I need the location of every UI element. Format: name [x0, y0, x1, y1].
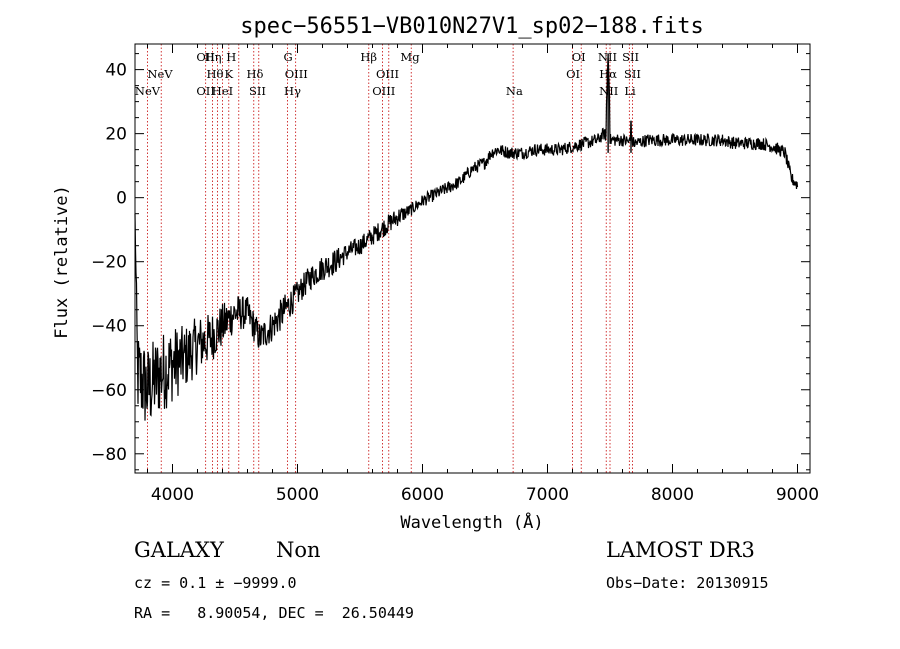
x-tick-label: 4000: [151, 485, 194, 505]
y-tick-label: −20: [91, 253, 127, 273]
spectral-line-label: OI: [566, 67, 580, 81]
object-subclass: Non: [276, 538, 321, 562]
obs-date: Obs−Date: 20130915: [606, 574, 769, 592]
spectral-line-label: OII: [196, 50, 215, 64]
chart-title: spec−56551−VB010N27V1_sp02−188.fits: [240, 14, 704, 39]
spectral-line-label: OIII: [376, 67, 399, 81]
x-tick-label: 8000: [651, 485, 694, 505]
spectral-line-label: NeV: [135, 84, 161, 98]
spectral-line-label: Hγ: [284, 84, 301, 98]
spectral-line-label: Na: [506, 84, 523, 98]
plot-frame: [134, 43, 811, 474]
x-axis-label: Wavelength (Å): [400, 511, 543, 533]
y-tick-label: −80: [91, 445, 127, 465]
spectral-line-label: G: [284, 50, 293, 64]
y-tick-label: 20: [105, 125, 127, 145]
spectral-line-label: OI: [572, 50, 586, 64]
coordinates: RA = 8.90054, DEC = 26.50449: [134, 604, 414, 622]
spectral-line-label: OIII: [285, 67, 308, 81]
spectral-line-label: NeV: [147, 67, 173, 81]
spectrum-line: [134, 57, 799, 421]
y-axis-ticks: −80 −60 −40 −20 0 20 40: [91, 53, 810, 471]
y-axis-label: Flux (relative): [52, 185, 72, 339]
spectral-line-label: SII: [249, 84, 266, 98]
x-tick-label: 6000: [401, 485, 444, 505]
x-tick-label: 7000: [526, 485, 569, 505]
y-tick-label: −60: [91, 381, 127, 401]
y-tick-label: 0: [116, 189, 127, 209]
spectral-line-label: OIII: [372, 84, 395, 98]
spectral-line-markers: [147, 44, 633, 473]
redshift-text: cz = 0.1 ± −9999.0: [134, 574, 297, 592]
spectral-line-label: Hδ: [247, 67, 264, 81]
x-axis-ticks: 4000 5000 6000 7000 8000 9000: [147, 44, 819, 505]
spectral-line-label: Mg: [400, 50, 420, 64]
spectral-line-label: Hθ: [207, 67, 224, 81]
x-tick-label: 5000: [276, 485, 319, 505]
spectral-line-label: HeI: [212, 84, 233, 98]
y-tick-label: −40: [91, 317, 127, 337]
survey-name: LAMOST DR3: [606, 538, 755, 562]
y-tick-label: 40: [105, 61, 127, 81]
x-tick-label: 9000: [776, 485, 819, 505]
spectral-line-label: H: [226, 50, 236, 64]
spectral-line-label: K: [224, 67, 233, 81]
spectral-line-label: SII: [622, 50, 639, 64]
spectral-line-label: Li: [624, 84, 636, 98]
object-class: GALAXY: [134, 538, 224, 562]
spectral-line-label: Hη: [205, 50, 222, 64]
spectral-line-label: Hβ: [360, 50, 377, 64]
spectral-line-label: SII: [624, 67, 641, 81]
spectral-line-label: OII: [196, 84, 215, 98]
emission-peaks: [607, 53, 632, 153]
